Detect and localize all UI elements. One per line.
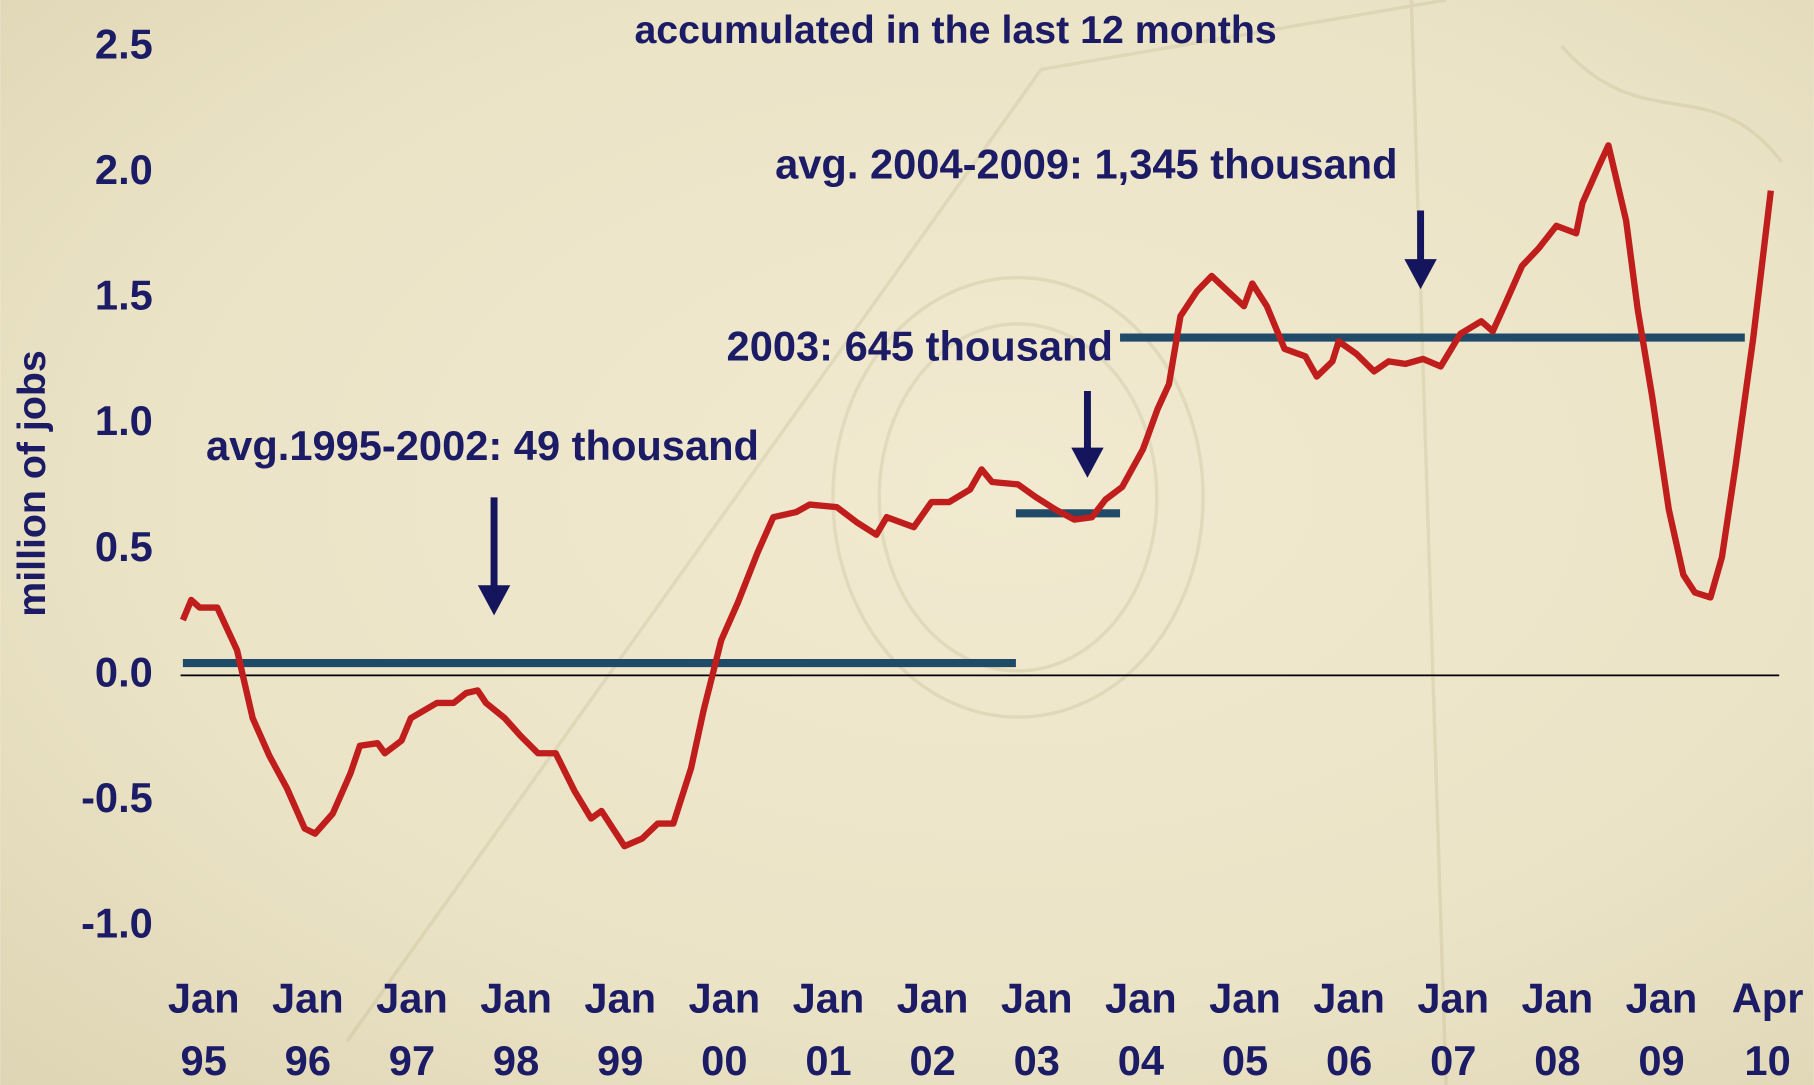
y-axis-label: million of jobs [10, 350, 54, 616]
y-tick-label: 0.0 [95, 648, 153, 695]
y-tick-label: -0.5 [81, 774, 153, 821]
chart-title: accumulated in the last 12 months [634, 8, 1276, 52]
y-tick-label: -1.0 [81, 900, 153, 947]
y-tick-label: 0.5 [95, 523, 153, 570]
annotation: avg.1995-2002: 49 thousand [206, 422, 759, 469]
annotation: avg. 2004-2009: 1,345 thousand [775, 141, 1397, 188]
annotation: 2003: 645 thousand [727, 322, 1113, 369]
y-tick-label: 2.0 [95, 146, 153, 193]
chart: accumulated in the last 12 months millio… [0, 0, 1814, 1085]
y-tick-label: 2.5 [95, 20, 153, 67]
y-tick-label: 1.5 [95, 272, 153, 319]
y-tick-label: 1.0 [95, 397, 153, 444]
